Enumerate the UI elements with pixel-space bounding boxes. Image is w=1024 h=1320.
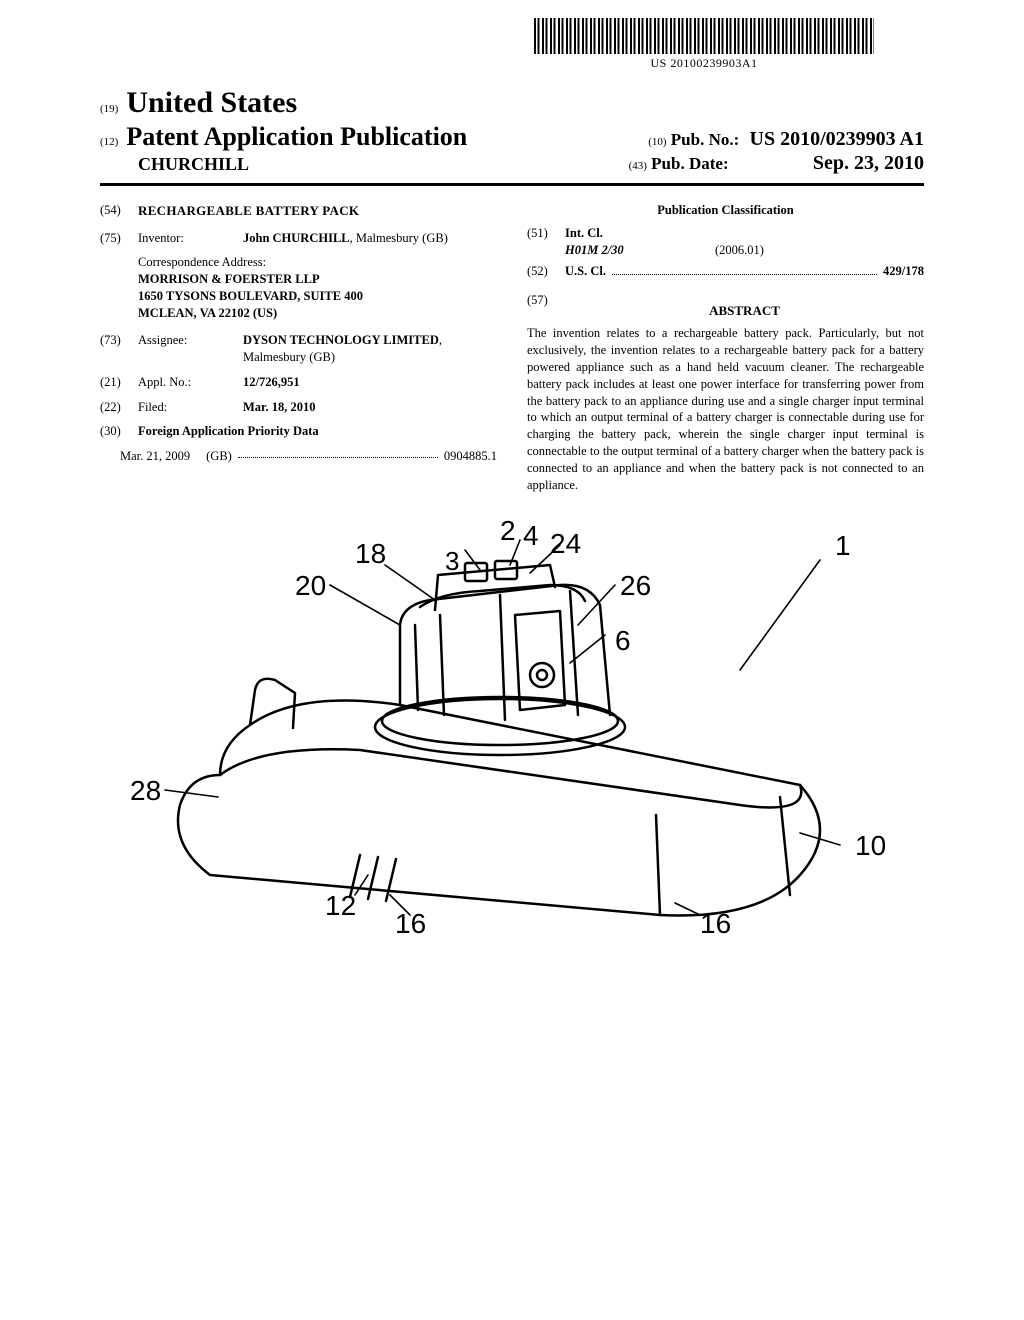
priority-row: Mar. 21, 2009 (GB) 0904885.1 (120, 448, 497, 465)
assignee-label: Assignee: (138, 332, 243, 366)
priority-date: Mar. 21, 2009 (120, 448, 190, 465)
code-51: (51) (527, 225, 565, 242)
code-57: (57) (527, 292, 565, 326)
fig-label-28: 28 (130, 775, 161, 806)
corr-line2: 1650 TYSONS BOULEVARD, SUITE 400 (138, 288, 497, 305)
fig-label-6: 6 (615, 625, 631, 656)
fig-label-12: 12 (325, 890, 356, 921)
fig-label-24: 24 (550, 528, 581, 559)
uscl-value: 429/178 (883, 263, 924, 280)
priority-dots (238, 448, 438, 458)
corr-line3: MCLEAN, VA 22102 (US) (138, 305, 497, 322)
doc-type: Patent Application Publication (126, 122, 467, 152)
code-73: (73) (100, 332, 138, 366)
header-divider (100, 183, 924, 186)
barcode-block: US 20100239903A1 (534, 18, 874, 71)
abstract-head: ABSTRACT (565, 302, 924, 320)
fig-label-20: 20 (295, 570, 326, 601)
corr-line1: MORRISON & FOERSTER LLP (138, 271, 497, 288)
fig-label-26: 26 (620, 570, 651, 601)
code-21: (21) (100, 374, 138, 391)
inventor-loc: , Malmesbury (GB) (350, 231, 448, 245)
intcl-spacer (527, 242, 565, 259)
invention-title: RECHARGEABLE BATTERY PACK (138, 202, 359, 220)
inventor-name-bold: John CHURCHILL (243, 231, 350, 245)
code-43: (43) (629, 160, 647, 172)
pub-class-head: Publication Classification (527, 202, 924, 219)
fig-label-2: 2 (500, 515, 516, 546)
fig-label-4: 4 (523, 520, 539, 551)
fig-label-16b: 16 (700, 908, 731, 935)
country-title: United States (126, 86, 297, 120)
inventor-value: John CHURCHILL, Malmesbury (GB) (243, 230, 497, 247)
pub-date-label: Pub. Date: (651, 154, 728, 173)
code-10: (10) (648, 136, 666, 148)
abstract-text: The invention relates to a rechargeable … (527, 325, 924, 494)
corr-label: Correspondence Address: (138, 254, 497, 271)
bibliographic-columns: (54) RECHARGEABLE BATTERY PACK (75) Inve… (100, 202, 924, 494)
patent-figure: 1 2 3 4 6 10 12 16 16 18 20 24 26 28 (100, 515, 924, 935)
fig-label-18: 18 (355, 538, 386, 569)
right-column: Publication Classification (51) Int. Cl.… (527, 202, 924, 494)
fig-label-3: 3 (445, 546, 459, 576)
filed-value: Mar. 18, 2010 (243, 399, 497, 416)
intcl-label: Int. Cl. (565, 225, 603, 242)
fig-label-16a: 16 (395, 908, 426, 935)
code-30: (30) (100, 423, 138, 440)
code-22: (22) (100, 399, 138, 416)
correspondence-block: Correspondence Address: MORRISON & FOERS… (138, 254, 497, 322)
barcode-text: US 20100239903A1 (534, 56, 874, 71)
barcode-icon (534, 18, 874, 54)
assignee-name-bold: DYSON TECHNOLOGY LIMITED (243, 333, 439, 347)
pub-no-label: Pub. No.: (671, 130, 739, 149)
applno-value: 12/726,951 (243, 374, 497, 391)
uscl-dots (612, 265, 877, 275)
inventor-header-name: CHURCHILL (138, 154, 249, 175)
code-54: (54) (100, 202, 138, 220)
priority-num: 0904885.1 (444, 448, 497, 465)
intcl-year: (2006.01) (715, 242, 764, 259)
priority-head: Foreign Application Priority Data (138, 423, 319, 440)
intcl-code: H01M 2/30 (565, 242, 655, 259)
uscl-label: U.S. Cl. (565, 263, 606, 280)
priority-country: (GB) (206, 448, 232, 465)
inventor-label: Inventor: (138, 230, 243, 247)
code-12: (12) (100, 136, 118, 148)
code-75: (75) (100, 230, 138, 247)
pub-no-value: US 2010/0239903 A1 (750, 128, 924, 150)
fig-label-1: 1 (835, 530, 851, 561)
fig-label-10: 10 (855, 830, 886, 861)
applno-label: Appl. No.: (138, 374, 243, 391)
code-52: (52) (527, 263, 565, 280)
assignee-value: DYSON TECHNOLOGY LIMITED, Malmesbury (GB… (243, 332, 497, 366)
left-column: (54) RECHARGEABLE BATTERY PACK (75) Inve… (100, 202, 497, 494)
code-19: (19) (100, 103, 118, 115)
pub-date-value: Sep. 23, 2010 (813, 152, 924, 174)
filed-label: Filed: (138, 399, 243, 416)
header: (19) United States (12) Patent Applicati… (100, 86, 924, 186)
